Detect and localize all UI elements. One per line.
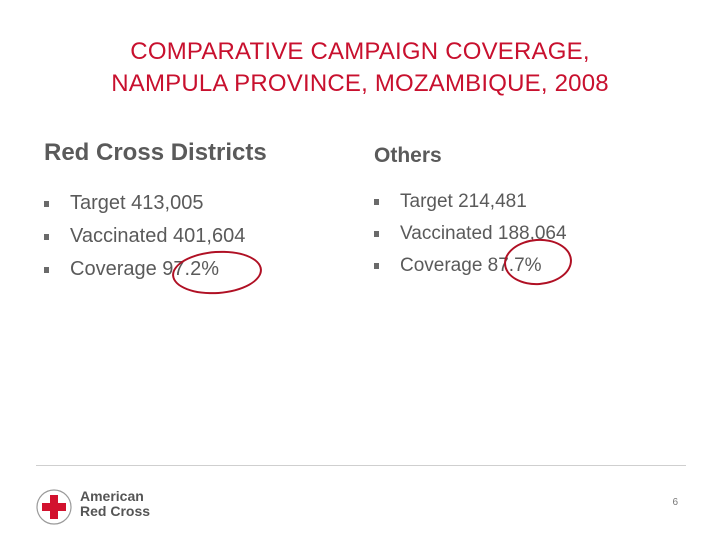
square-bullet-icon xyxy=(374,263,379,269)
page-number: 6 xyxy=(672,497,678,508)
list-item: Coverage 97.2% xyxy=(44,253,344,286)
list-item-text: Coverage 87.7% xyxy=(400,255,542,276)
slide-title-line-1: COMPARATIVE CAMPAIGN COVERAGE, xyxy=(130,38,590,65)
list-item: Coverage 87.7% xyxy=(374,250,694,282)
list-item-text: Vaccinated 188,064 xyxy=(400,223,567,244)
list-item: Target 214,481 xyxy=(374,186,694,218)
red-cross-districts-list: Target 413,005 Vaccinated 401,604 Covera… xyxy=(44,187,344,286)
list-item-text: Vaccinated 401,604 xyxy=(70,225,246,247)
wordmark-line-1: American xyxy=(80,488,144,504)
others-list: Target 214,481 Vaccinated 188,064 Covera… xyxy=(374,186,694,282)
red-cross-districts-heading: Red Cross Districts xyxy=(44,139,267,166)
square-bullet-icon xyxy=(44,200,49,207)
list-item: Target 413,005 xyxy=(44,187,344,220)
red-cross-districts-column: Red Cross Districts Target 413,005 Vacci… xyxy=(44,138,344,286)
square-bullet-icon xyxy=(374,199,379,205)
slide-title: COMPARATIVE CAMPAIGN COVERAGE, NAMPULA P… xyxy=(0,36,720,100)
list-item-text: Coverage 97.2% xyxy=(70,258,219,280)
list-item: Vaccinated 188,064 xyxy=(374,218,694,250)
others-column: Others Target 214,481 Vaccinated 188,064… xyxy=(374,138,694,282)
square-bullet-icon xyxy=(44,266,49,273)
american-red-cross-wordmark: American Red Cross xyxy=(80,489,150,519)
list-item-text: Target 214,481 xyxy=(400,191,527,212)
others-heading: Others xyxy=(374,144,442,167)
square-bullet-icon xyxy=(44,233,49,240)
footer-divider xyxy=(36,465,686,466)
slide-title-line-2: NAMPULA PROVINCE, MOZAMBIQUE, 2008 xyxy=(111,70,609,97)
list-item: Vaccinated 401,604 xyxy=(44,220,344,253)
wordmark-line-2: Red Cross xyxy=(80,503,151,519)
list-item-text: Target 413,005 xyxy=(70,192,204,214)
square-bullet-icon xyxy=(374,231,379,237)
red-cross-logo-icon xyxy=(36,489,72,525)
